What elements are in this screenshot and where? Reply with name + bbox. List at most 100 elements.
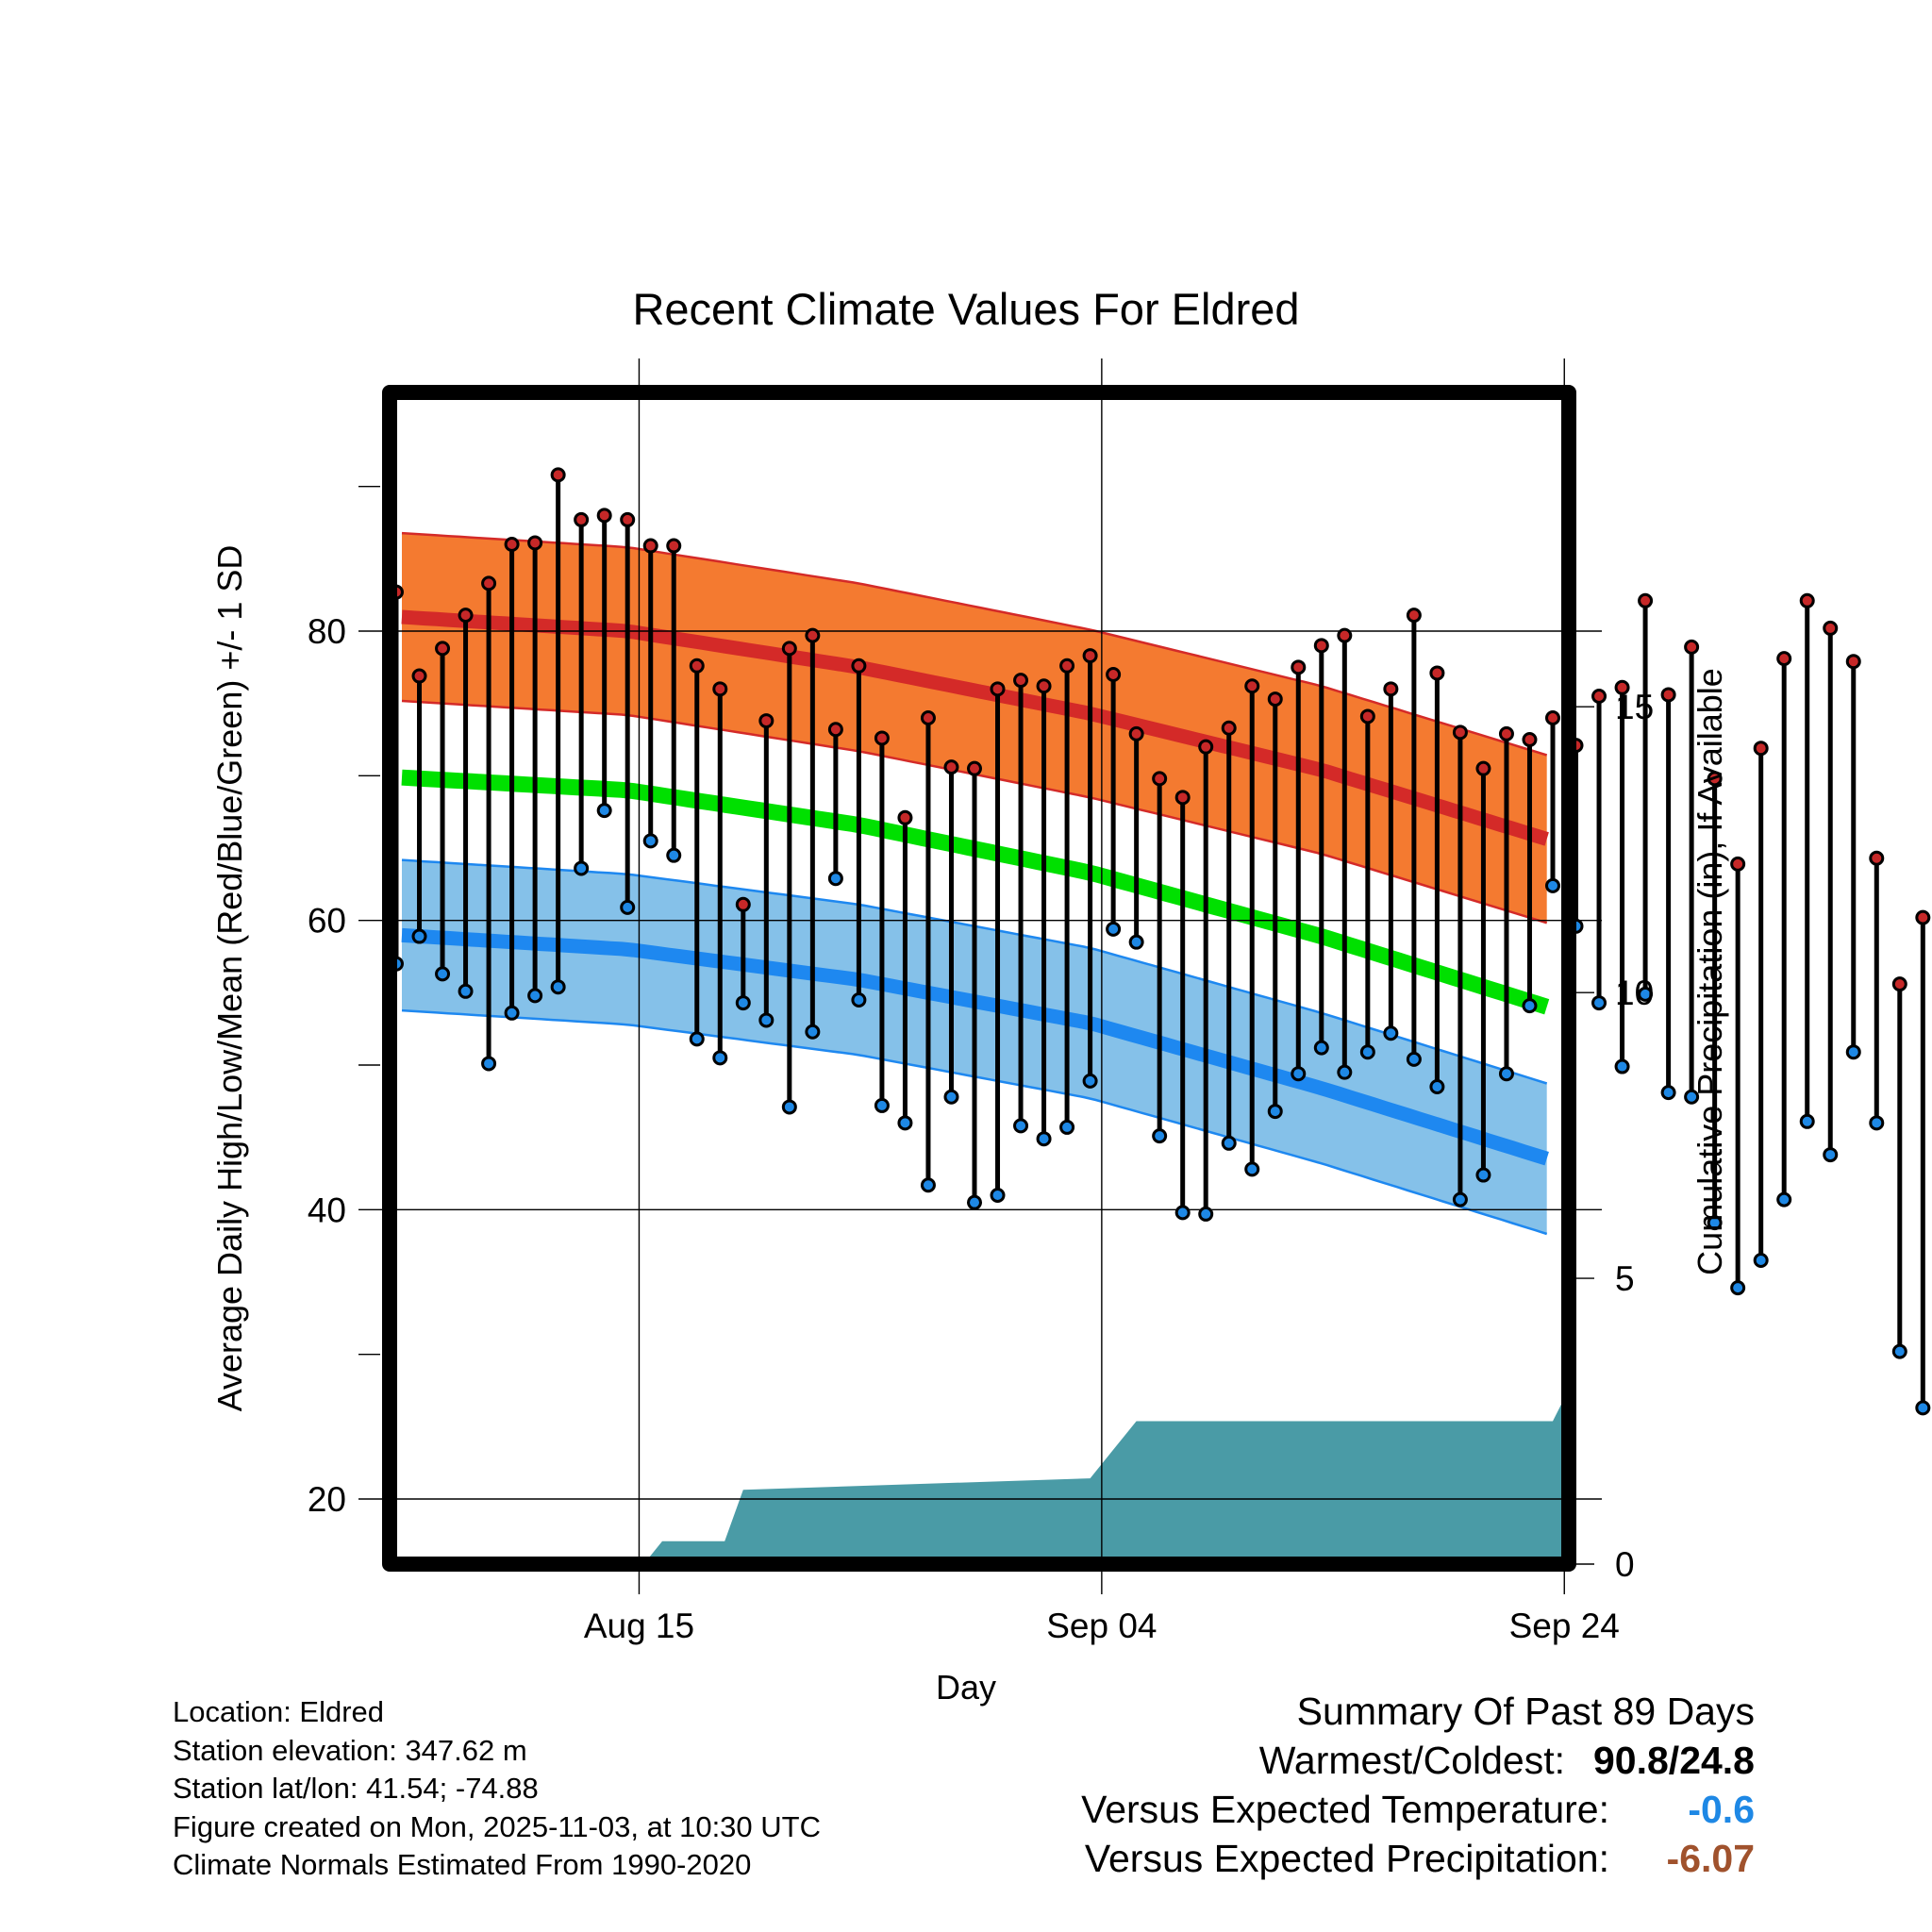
- high-point: [1267, 691, 1283, 708]
- high-point: [1452, 724, 1468, 741]
- low-point: [1498, 1066, 1514, 1082]
- high-point: [620, 511, 636, 527]
- low-point: [1452, 1191, 1468, 1208]
- summary-precip: Versus Expected Precipitation: -6.07: [1081, 1834, 1755, 1883]
- low-point: [1891, 1343, 1907, 1359]
- high-point: [1383, 681, 1399, 697]
- station-info: Location: Eldred Station elevation: 347.…: [173, 1693, 821, 1885]
- high-point: [920, 710, 936, 725]
- low-point: [1082, 1073, 1098, 1089]
- high-point: [1845, 654, 1861, 670]
- low-point: [1429, 1079, 1445, 1094]
- low-point: [1291, 1066, 1307, 1082]
- y-tick-label: 60: [308, 902, 346, 941]
- high-point: [1244, 678, 1260, 694]
- low-point: [1013, 1118, 1029, 1134]
- summary-temp: Versus Expected Temperature: -0.6: [1081, 1785, 1755, 1834]
- high-point: [458, 608, 474, 624]
- low-point: [596, 803, 612, 819]
- low-point: [1174, 1205, 1191, 1221]
- y2-tick-label: 5: [1615, 1259, 1635, 1298]
- high-point: [990, 681, 1006, 697]
- high-point: [874, 730, 890, 746]
- low-point: [758, 1012, 774, 1028]
- high-point: [481, 575, 497, 591]
- high-point: [1915, 909, 1931, 925]
- low-point: [1128, 934, 1144, 950]
- low-point: [1776, 1191, 1792, 1208]
- low-point: [527, 988, 543, 1004]
- low-point: [666, 847, 682, 863]
- high-point: [435, 641, 451, 657]
- low-point: [1614, 1058, 1630, 1074]
- high-point: [1707, 771, 1723, 787]
- x-tick-label: Aug 15: [584, 1607, 694, 1645]
- y2-tick-label: 15: [1615, 688, 1654, 726]
- temp-label: Versus Expected Temperature:: [1081, 1788, 1609, 1831]
- high-point: [642, 538, 658, 554]
- normal-high-line: [401, 609, 1549, 846]
- low-point: [735, 995, 751, 1011]
- normal-high-upper-edge: [401, 531, 1548, 757]
- info-elevation: Station elevation: 347.62 m: [173, 1733, 527, 1767]
- high-point: [1291, 659, 1307, 675]
- warm-cold-value: 90.8/24.8: [1593, 1739, 1755, 1782]
- low-point: [1059, 1119, 1075, 1135]
- high-point: [1406, 608, 1422, 624]
- high-point: [1891, 976, 1907, 992]
- summary-warm-cold: Warmest/Coldest: 90.8/24.8: [1081, 1736, 1755, 1785]
- high-point: [967, 760, 982, 776]
- low-point: [435, 966, 451, 982]
- low-point: [1383, 1025, 1399, 1041]
- high-point: [1638, 592, 1654, 608]
- summary-panel: Summary Of Past 89 Days Warmest/Coldest:…: [1081, 1687, 1755, 1883]
- high-point: [1522, 732, 1538, 747]
- high-point: [527, 535, 543, 551]
- low-point: [827, 871, 843, 887]
- high-point: [1869, 850, 1885, 866]
- low-point: [574, 860, 590, 876]
- low-point: [689, 1031, 705, 1047]
- low-point: [1684, 1089, 1700, 1105]
- low-point: [1267, 1104, 1283, 1120]
- low-point: [1475, 1167, 1491, 1183]
- low-point: [642, 833, 658, 849]
- high-point: [411, 668, 427, 684]
- high-point: [574, 511, 590, 527]
- high-point: [504, 537, 520, 552]
- y-tick-label: 80: [308, 612, 346, 651]
- high-point: [1128, 725, 1144, 741]
- high-point: [596, 508, 612, 524]
- low-point: [874, 1097, 890, 1113]
- y-axis-label: Average Daily High/Low/Mean (Red/Blue/Gr…: [210, 545, 249, 1412]
- low-point: [550, 979, 566, 995]
- high-point: [1059, 658, 1075, 674]
- low-point: [1823, 1147, 1839, 1163]
- high-point: [689, 658, 705, 674]
- low-point: [1869, 1115, 1885, 1131]
- high-point: [1106, 667, 1122, 682]
- x-tick-label: Sep 24: [1509, 1607, 1620, 1645]
- high-point: [1614, 679, 1630, 695]
- high-point: [1823, 620, 1839, 636]
- low-point: [1730, 1280, 1746, 1296]
- high-point: [1776, 651, 1792, 667]
- high-point: [1799, 592, 1815, 608]
- high-point: [1174, 790, 1191, 806]
- y-tick-label: 40: [308, 1191, 346, 1229]
- plot-frame: [382, 385, 1576, 1572]
- low-point: [1152, 1128, 1168, 1144]
- high-point: [1152, 771, 1168, 787]
- low-point: [943, 1089, 959, 1105]
- precip-value: -6.07: [1666, 1837, 1755, 1880]
- info-normals: Climate Normals Estimated From 1990-2020: [173, 1848, 752, 1881]
- high-point: [1313, 638, 1329, 654]
- low-point: [897, 1115, 913, 1131]
- low-point: [1359, 1044, 1375, 1060]
- high-point: [1753, 741, 1769, 757]
- low-point: [411, 928, 427, 944]
- low-point: [1915, 1400, 1931, 1416]
- low-point: [1545, 877, 1560, 893]
- low-point: [1313, 1040, 1329, 1056]
